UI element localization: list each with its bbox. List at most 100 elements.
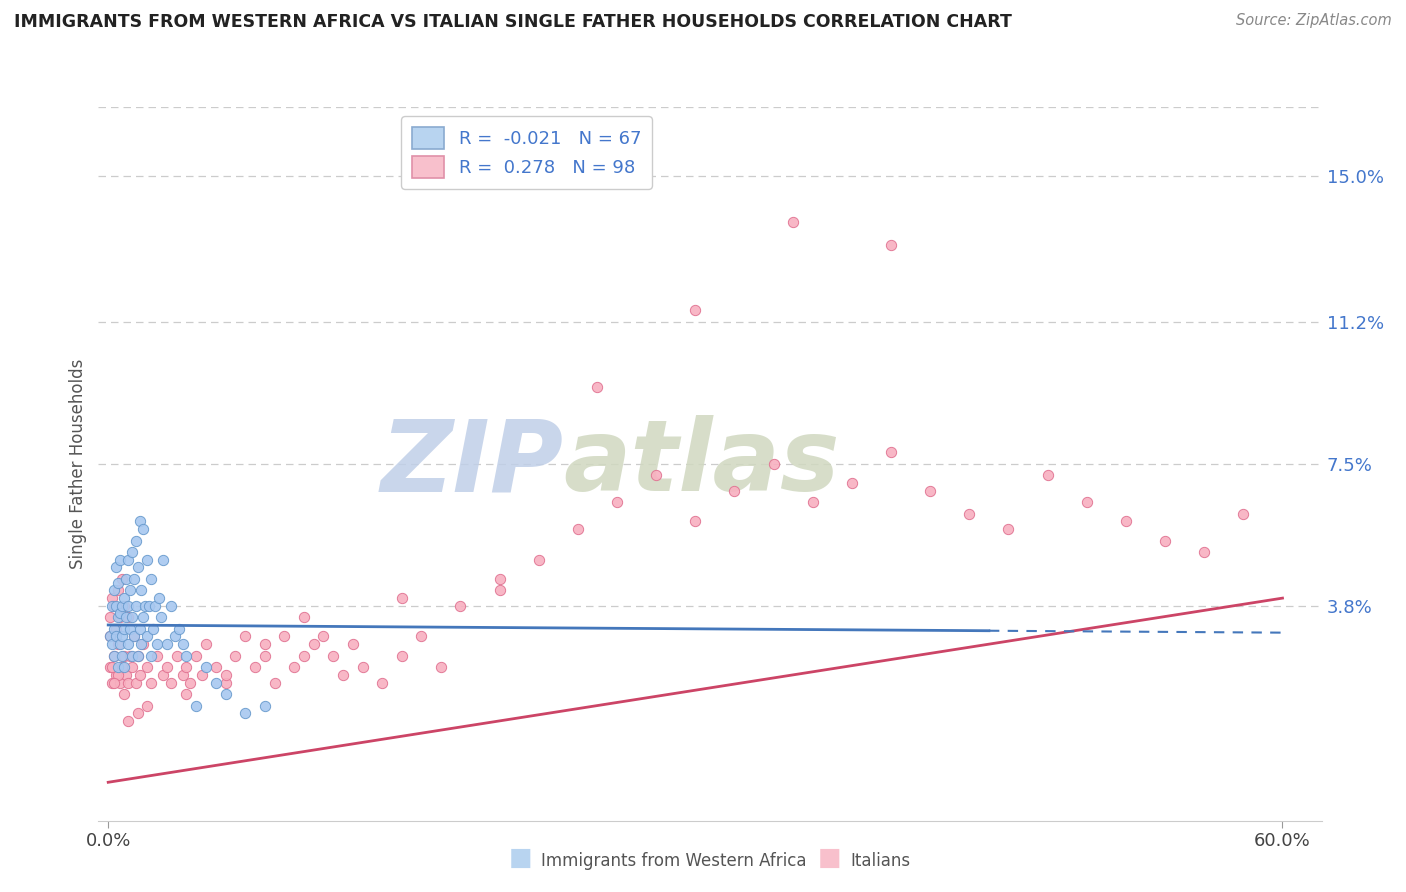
Point [101, 675, 124, 690]
Point [108, 637, 131, 651]
Point [131, 637, 153, 651]
Point [273, 630, 295, 644]
Point [191, 668, 214, 682]
Point [105, 560, 128, 574]
Point [103, 622, 125, 636]
Point [141, 648, 163, 663]
Point [107, 610, 129, 624]
Point [233, 706, 256, 721]
Text: Immigrants from Western Africa: Immigrants from Western Africa [541, 852, 807, 870]
Point [166, 648, 188, 663]
Point [253, 698, 276, 713]
Point [101, 599, 124, 613]
Point [117, 599, 139, 613]
Point [121, 648, 143, 663]
Point [124, 533, 146, 548]
Point [112, 591, 135, 606]
Point [103, 583, 125, 598]
Point [121, 610, 143, 624]
Point [782, 215, 804, 229]
Point [131, 583, 153, 598]
Point [1036, 468, 1059, 483]
Point [136, 660, 159, 674]
Point [118, 583, 141, 598]
Point [108, 675, 131, 690]
Point [156, 660, 179, 674]
Point [127, 706, 149, 721]
Point [114, 610, 136, 624]
Point [114, 668, 136, 682]
Point [160, 599, 183, 613]
Point [138, 599, 160, 613]
Text: Source: ZipAtlas.com: Source: ZipAtlas.com [1236, 13, 1392, 29]
Point [233, 630, 256, 644]
Point [253, 648, 276, 663]
Point [103, 648, 125, 663]
Point [98, 610, 121, 624]
Point [122, 630, 145, 644]
Point [117, 553, 139, 567]
Point [167, 622, 190, 636]
Point [205, 660, 228, 674]
Point [114, 572, 136, 586]
Point [111, 572, 134, 586]
Point [108, 607, 131, 621]
Point [172, 637, 194, 651]
Point [488, 583, 510, 598]
Point [723, 483, 745, 498]
Point [606, 495, 628, 509]
Point [128, 622, 150, 636]
Point [122, 630, 145, 644]
Point [124, 675, 146, 690]
Point [112, 660, 135, 674]
Point [107, 637, 129, 651]
Point [243, 660, 266, 674]
Point [152, 668, 174, 682]
Point [801, 495, 824, 509]
Point [105, 668, 128, 682]
Point [527, 553, 550, 567]
Point [1154, 533, 1177, 548]
Point [312, 630, 335, 644]
Point [111, 660, 134, 674]
Point [136, 553, 159, 567]
Y-axis label: Single Father Households: Single Father Households [69, 359, 87, 569]
Point [302, 637, 325, 651]
Point [586, 380, 609, 394]
Point [122, 572, 145, 586]
Point [762, 457, 785, 471]
Point [292, 610, 315, 624]
Point [176, 648, 198, 663]
Point [111, 630, 134, 644]
Point [156, 637, 179, 651]
Point [136, 630, 159, 644]
Point [128, 515, 150, 529]
Point [98, 660, 121, 674]
Legend: R =  -0.021   N = 67, R =  0.278   N = 98: R = -0.021 N = 67, R = 0.278 N = 98 [401, 116, 652, 189]
Point [107, 668, 129, 682]
Point [127, 560, 149, 574]
Point [107, 575, 129, 590]
Point [253, 637, 276, 651]
Point [136, 698, 159, 713]
Point [111, 599, 134, 613]
Point [997, 522, 1019, 536]
Point [195, 637, 218, 651]
Point [195, 660, 218, 674]
Point [150, 610, 173, 624]
Point [1232, 507, 1254, 521]
Point [880, 445, 903, 459]
Point [101, 660, 124, 674]
Point [132, 637, 155, 651]
Point [118, 648, 141, 663]
Point [148, 591, 170, 606]
Point [880, 238, 903, 252]
Point [98, 630, 121, 644]
Point [121, 660, 143, 674]
Point [108, 610, 131, 624]
Point [283, 660, 305, 674]
Text: atlas: atlas [564, 416, 839, 512]
Point [121, 545, 143, 559]
Point [141, 572, 163, 586]
Point [186, 698, 208, 713]
